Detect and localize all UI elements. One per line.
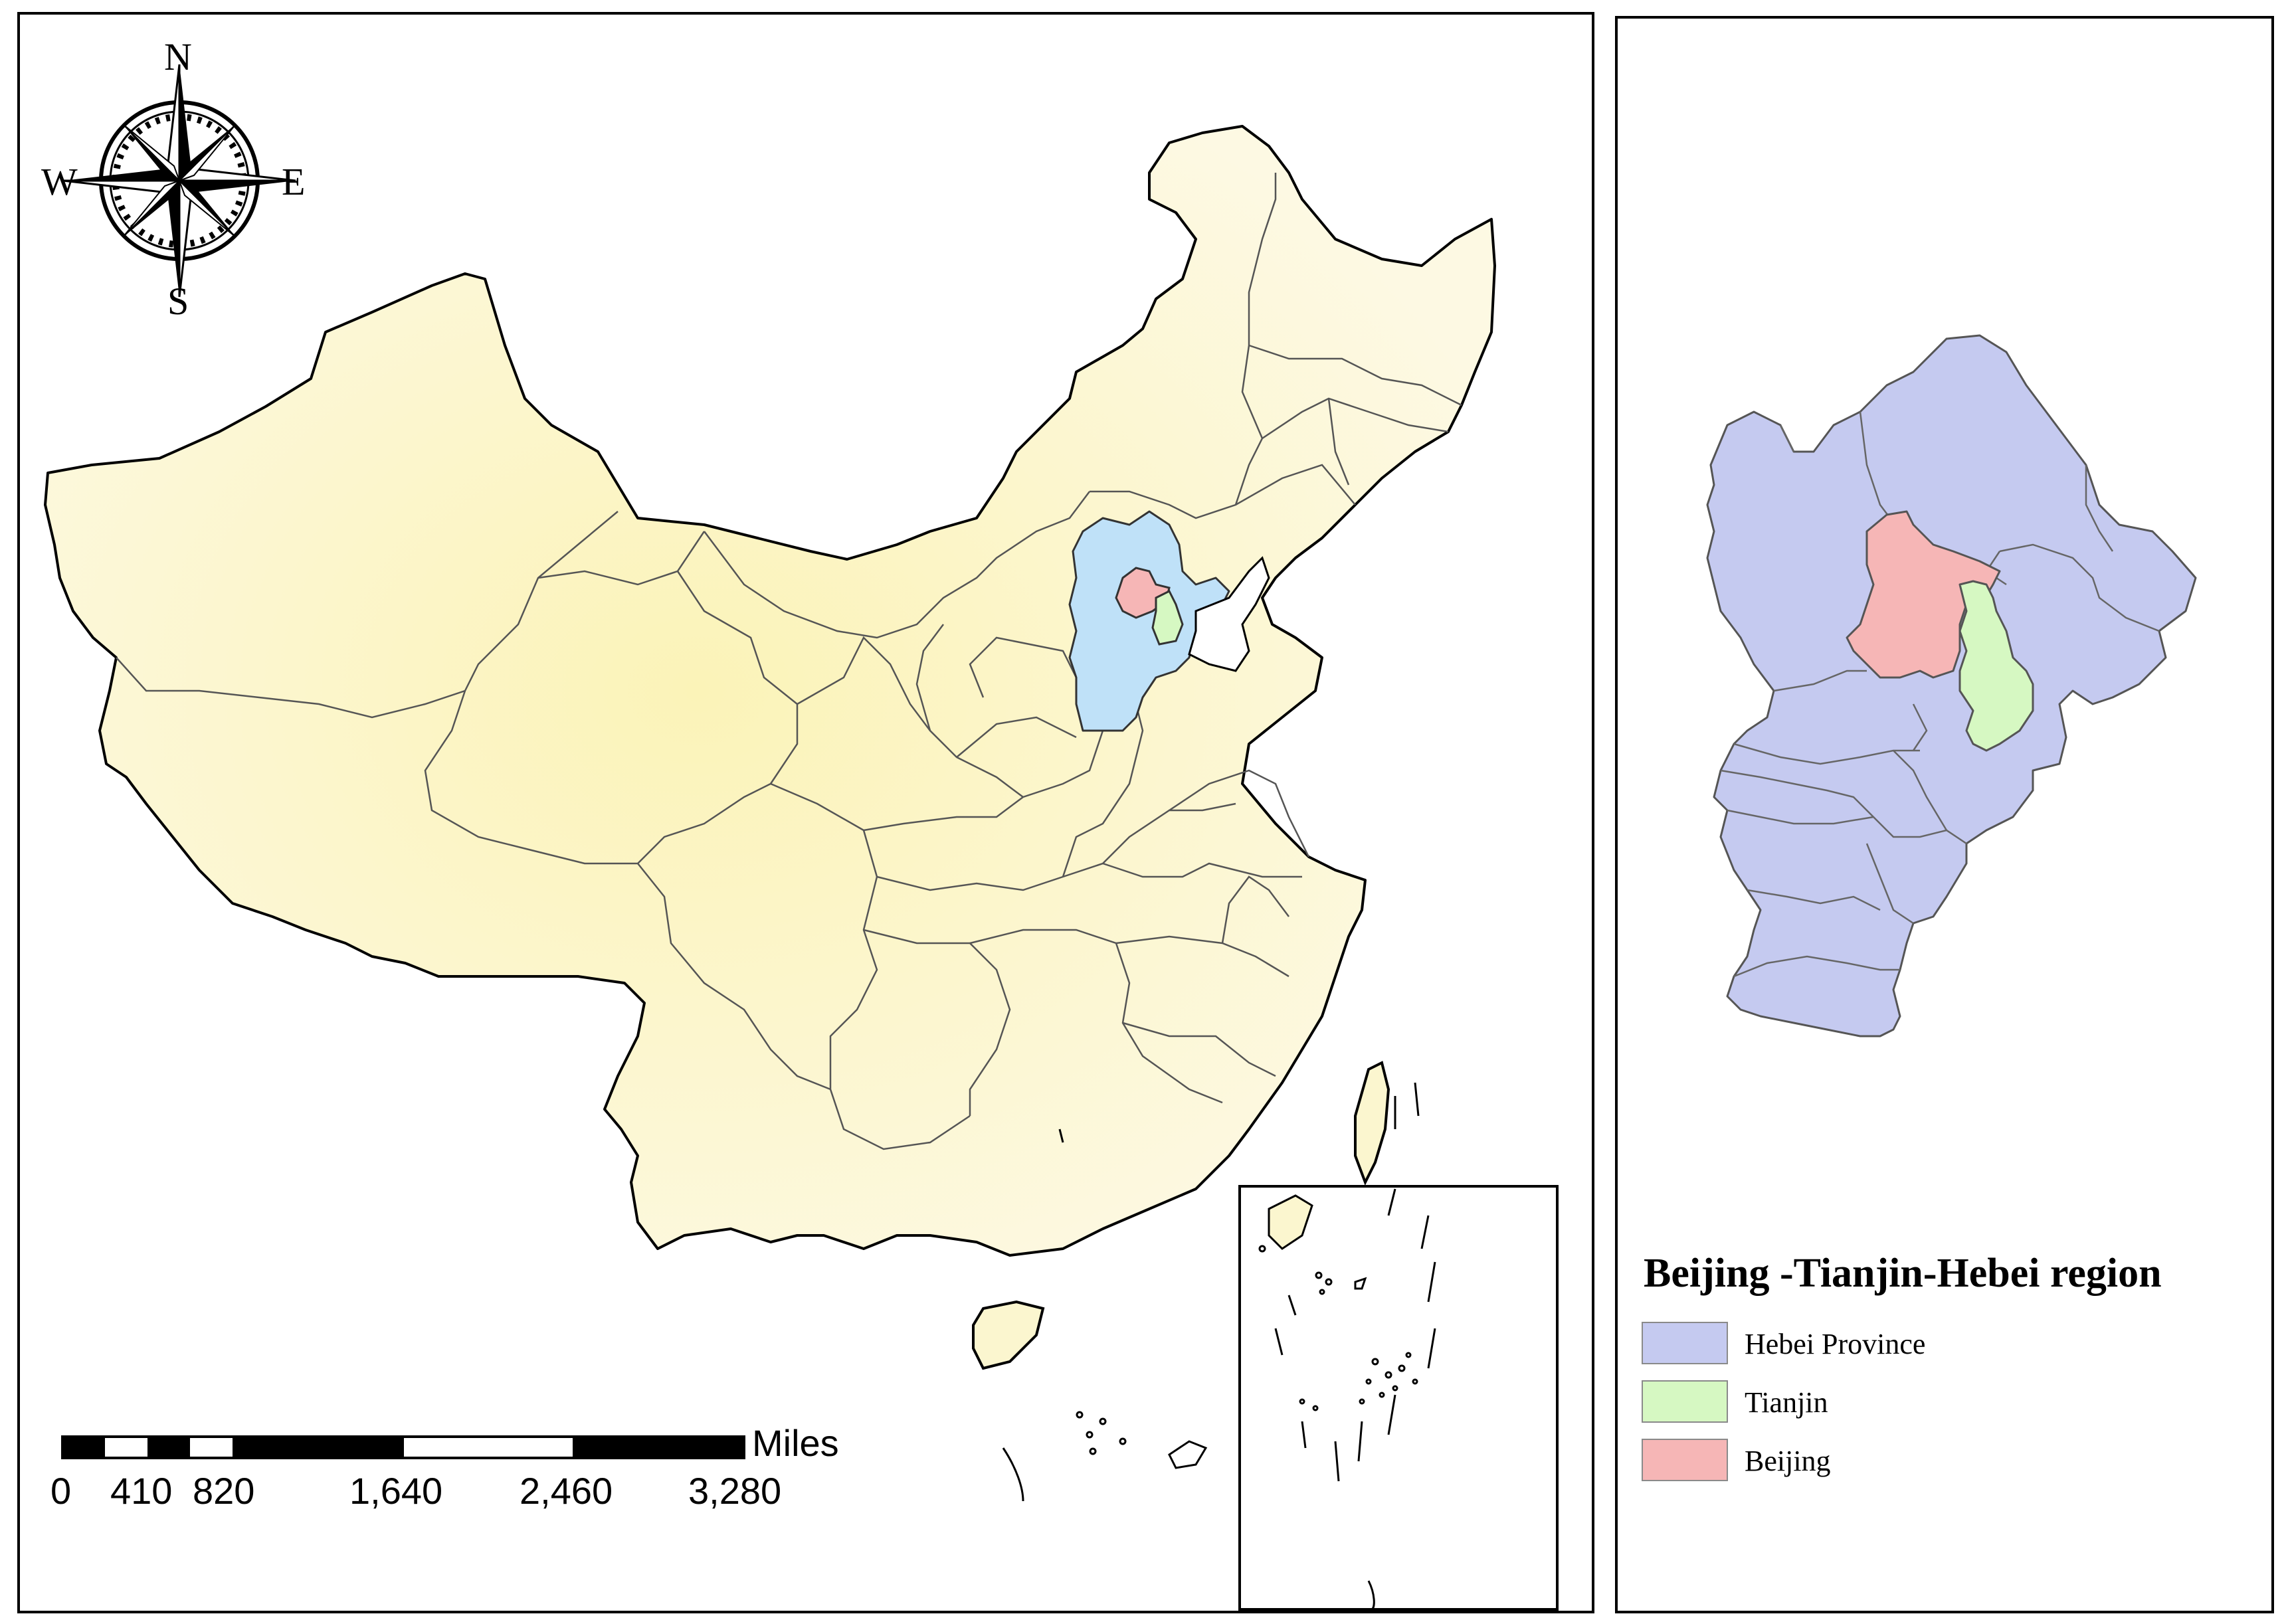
scale-tick-3: 1,640 bbox=[349, 1470, 443, 1512]
compass-north-label: N bbox=[164, 35, 192, 78]
legend-label-hebei: Hebei Province bbox=[1745, 1328, 1926, 1360]
south-sea-islands bbox=[1002, 1082, 1420, 1502]
legend-swatch-hebei bbox=[1642, 1322, 1728, 1364]
scale-tick-1: 410 bbox=[110, 1470, 173, 1512]
legend-swatch-tianjin bbox=[1642, 1380, 1728, 1423]
scale-tick-2: 820 bbox=[193, 1470, 255, 1512]
south-china-sea-inset bbox=[1238, 1185, 1559, 1611]
scale-unit-label: Miles bbox=[752, 1422, 839, 1464]
province-borders bbox=[116, 173, 1462, 1150]
bohai-sea bbox=[1188, 556, 1270, 672]
legend-label-tianjin: Tianjin bbox=[1745, 1386, 1828, 1419]
scale-bar bbox=[61, 1435, 745, 1459]
compass-south-label: S bbox=[167, 280, 189, 323]
legend-label-beijing: Beijing bbox=[1745, 1445, 1831, 1477]
hainan-island bbox=[972, 1300, 1045, 1370]
scale-tick-5: 3,280 bbox=[688, 1470, 782, 1512]
compass-east-label: E bbox=[282, 160, 306, 203]
taiwan-island bbox=[1354, 1061, 1390, 1186]
region-map bbox=[1706, 334, 2197, 1038]
legend-swatch-beijing bbox=[1642, 1439, 1728, 1481]
beijing-region bbox=[1846, 510, 2001, 679]
tianjin-region bbox=[1958, 580, 2034, 752]
scale-tick-0: 0 bbox=[50, 1470, 72, 1512]
hebei-main-map bbox=[1068, 510, 1230, 732]
inset-islands bbox=[1258, 1188, 1436, 1611]
hebei-city-borders bbox=[1720, 411, 2160, 978]
scale-tick-4: 2,460 bbox=[520, 1470, 613, 1512]
china-landmass bbox=[44, 125, 1496, 1257]
compass-rose-icon bbox=[62, 64, 296, 298]
compass-west-label: W bbox=[41, 160, 78, 203]
tianjin-main-map bbox=[1151, 589, 1184, 646]
hebei-province-region bbox=[1706, 334, 2197, 1038]
legend-title: Beijing -Tianjin-Hebei region bbox=[1644, 1251, 2162, 1296]
